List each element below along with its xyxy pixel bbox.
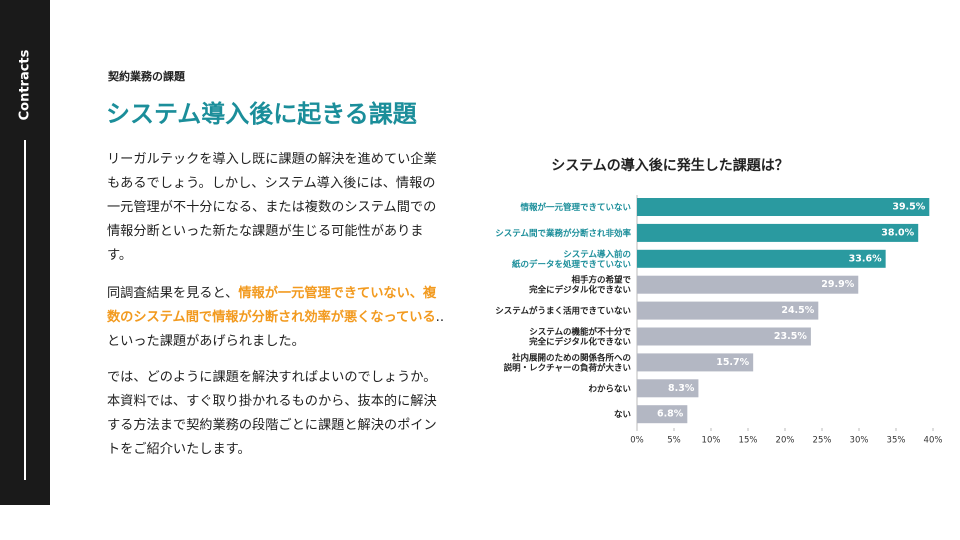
x-tick-label: 30% [850,436,869,446]
sidebar: Contracts [0,0,50,505]
value-label: 8.3% [668,383,695,394]
highlight: 情報が一元管理できていない、複数のシステム間で情報が分断され効率が悪くなっている [107,286,437,325]
page-title: システム導入後に起きる課題 [106,100,417,128]
category-label: 相手方の希望で完全にデジタル化できない [529,274,631,295]
value-label: 33.6% [849,253,882,264]
bar [637,353,754,372]
bar [637,223,919,242]
bar [637,405,688,424]
paragraph: リーガルテックを導入し既に課題の解決を進めてい企業もあるでしょう。しかし、システ… [107,152,437,263]
x-tick-label: 5% [667,436,681,446]
bar [637,198,930,216]
category-label: システム間で業務が分断され非効率 [495,227,631,238]
value-label: 29.9% [821,279,854,290]
category-label: わからない [588,384,631,394]
category-label: システムの機能が不十分で完全にデジタル化できない [529,326,631,347]
paragraph: では、どのように課題を解決すればよいのでしょうか。本資料では、すぐ取り掛かれるも… [107,370,437,457]
bar [637,275,859,294]
value-label: 38.0% [881,227,914,238]
sidebar-rule [24,140,26,480]
bar [637,301,819,320]
text: 同調査結果を見ると、 [107,286,239,301]
x-tick-label: 20% [776,436,795,446]
category-label: ない [614,410,631,420]
x-tick-label: 40% [924,436,943,446]
text: ..といった課題があげられました。 [107,310,445,349]
category-label: 社内展開のための関係各所への説明・レクチャーの負荷が大きい [504,352,631,373]
x-tick-label: 10% [702,436,721,446]
value-label: 15.7% [716,357,749,368]
x-tick-label: 25% [813,436,832,446]
value-label: 6.8% [657,409,684,420]
section-label: 契約業務の課題 [108,70,185,83]
value-label: 24.5% [781,305,814,316]
value-label: 23.5% [774,331,807,342]
value-label: 39.5% [892,202,925,213]
category-label: 情報が一元管理できていない [519,202,631,213]
bar [637,379,699,398]
category-label: システムがうまく活用できていない [495,305,631,316]
x-tick-label: 35% [887,436,906,446]
paragraph: 同調査結果を見ると、情報が一元管理できていない、複数のシステム間で情報が分断され… [107,282,445,354]
bar [637,249,886,268]
x-tick-label: 0% [630,436,644,446]
x-tick-label: 15% [739,436,758,446]
chart-title: システムの導入後に発生した課題は？ [551,157,789,174]
bar [637,327,811,346]
category-label: システム導入前の紙のデータを処理できていない [512,248,631,269]
